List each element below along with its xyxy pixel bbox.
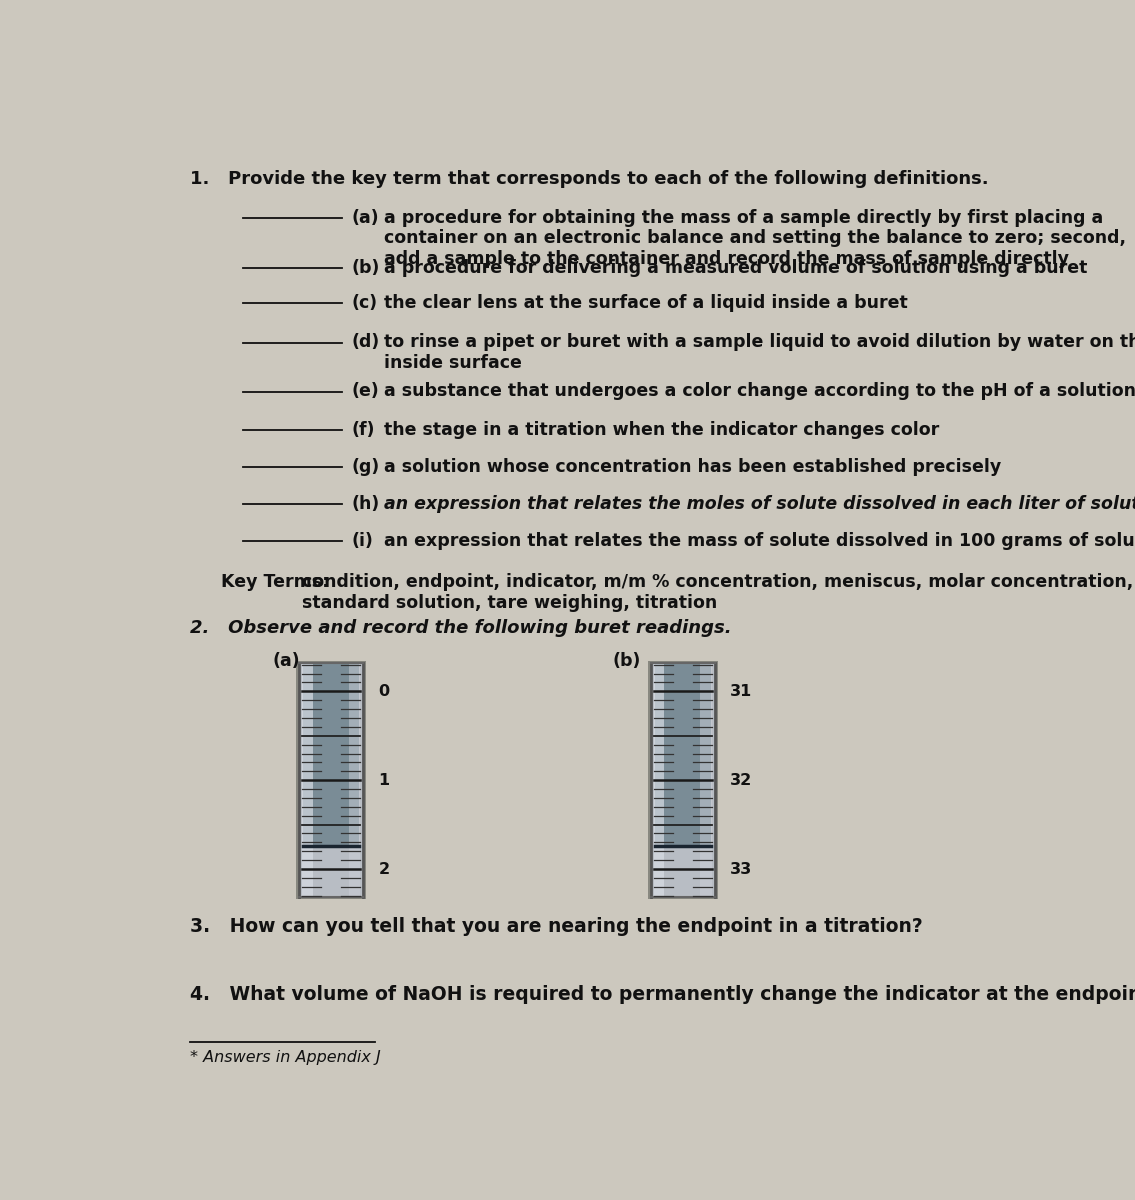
Text: a solution whose concentration has been established precisely: a solution whose concentration has been … [384, 458, 1001, 476]
Text: 2.   Observe and record the following buret readings.: 2. Observe and record the following bure… [191, 619, 732, 637]
Text: condition, endpoint, indicator, m/m % concentration, meniscus, molar concentrati: condition, endpoint, indicator, m/m % co… [302, 572, 1133, 612]
Text: 32: 32 [730, 773, 753, 787]
Text: to rinse a pipet or buret with a sample liquid to avoid dilution by water on the: to rinse a pipet or buret with a sample … [384, 334, 1135, 372]
Text: 3.   How can you tell that you are nearing the endpoint in a titration?: 3. How can you tell that you are nearing… [191, 917, 923, 936]
Bar [654, 664, 664, 898]
Text: the stage in a titration when the indicator changes color: the stage in a titration when the indica… [384, 421, 939, 439]
Text: a substance that undergoes a color change according to the pH of a solution: a substance that undergoes a color chang… [384, 383, 1135, 401]
Text: the clear lens at the surface of a liquid inside a buret: the clear lens at the surface of a liqui… [384, 294, 908, 312]
Text: (h): (h) [351, 496, 379, 514]
Bar [348, 664, 360, 898]
Bar [700, 664, 712, 898]
Text: (c): (c) [351, 294, 377, 312]
Text: an expression that relates the mass of solute dissolved in 100 grams of solution: an expression that relates the mass of s… [384, 532, 1135, 550]
Bar [302, 664, 312, 898]
Text: * Answers in Appendix J: * Answers in Appendix J [191, 1050, 381, 1064]
Text: (f): (f) [351, 421, 375, 439]
Text: a procedure for obtaining the mass of a sample directly by first placing a
conta: a procedure for obtaining the mass of a … [384, 209, 1126, 269]
Bar [655, 664, 711, 846]
Bar [303, 664, 359, 846]
Text: 31: 31 [730, 684, 753, 698]
Bar [648, 661, 718, 899]
Bar [651, 664, 715, 898]
Text: a procedure for delivering a measured volume of solution using a buret: a procedure for delivering a measured vo… [384, 258, 1087, 276]
Bar [296, 661, 367, 899]
Text: 1: 1 [378, 773, 389, 787]
Text: (g): (g) [351, 458, 379, 476]
Text: (i): (i) [351, 532, 373, 550]
Text: (a): (a) [351, 209, 379, 227]
Text: (d): (d) [351, 334, 379, 352]
Text: 2: 2 [378, 862, 389, 876]
Text: Key Terms:: Key Terms: [221, 572, 335, 590]
Text: 1.   Provide the key term that corresponds to each of the following definitions.: 1. Provide the key term that corresponds… [191, 170, 989, 188]
Text: 0: 0 [378, 684, 389, 698]
Text: an expression that relates the moles of solute dissolved in each liter of soluti: an expression that relates the moles of … [384, 496, 1135, 514]
Bar [300, 664, 363, 898]
Text: 33: 33 [730, 862, 753, 876]
Text: (b): (b) [613, 653, 641, 670]
Text: 4.   What volume of NaOH is required to permanently change the indicator at the : 4. What volume of NaOH is required to pe… [191, 985, 1135, 1004]
Text: (e): (e) [351, 383, 379, 401]
Text: (a): (a) [272, 653, 300, 670]
Text: (b): (b) [351, 258, 379, 276]
